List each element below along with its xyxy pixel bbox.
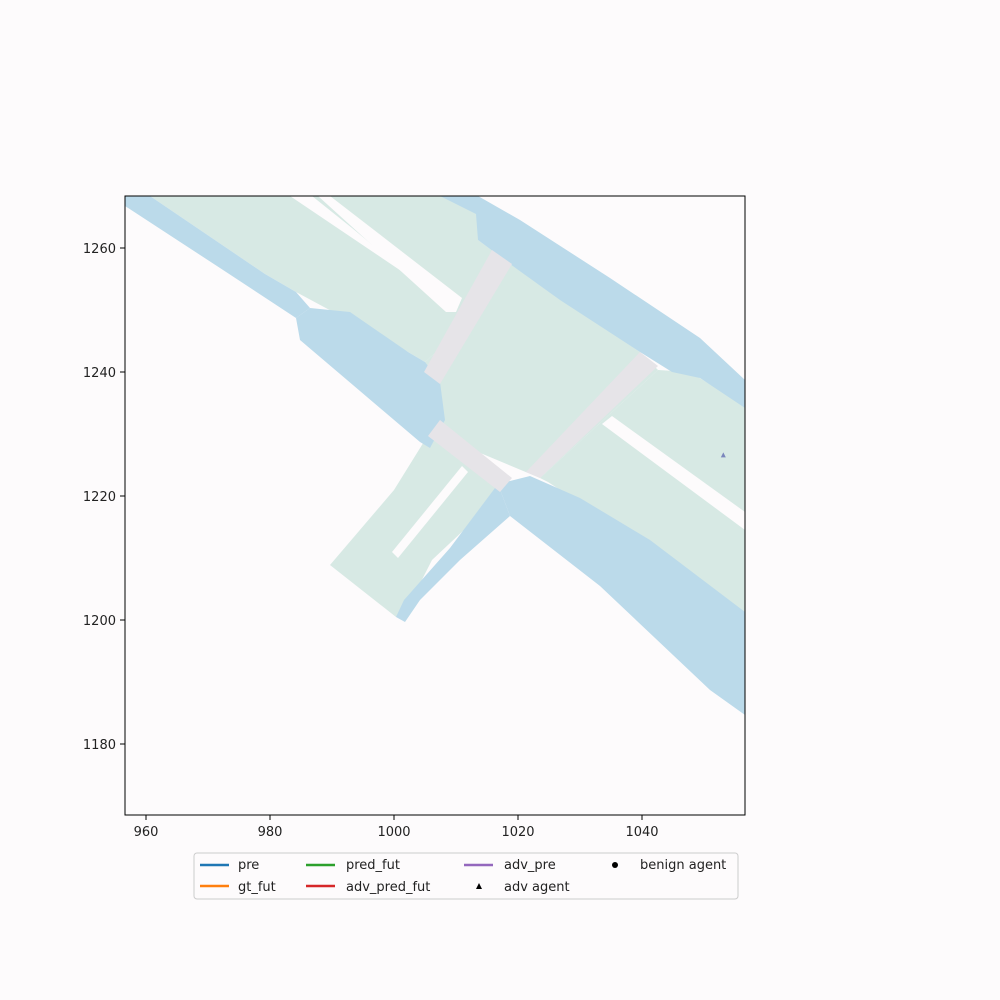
sidewalk-upper-left-edge xyxy=(125,196,310,318)
x-tick-label: 980 xyxy=(258,825,283,840)
median-gap-lower xyxy=(392,466,468,558)
legend-label-adv-pred-fut: adv_pred_fut xyxy=(346,880,430,895)
legend-adv-agent-marker xyxy=(476,883,482,889)
crosswalk-south xyxy=(526,352,658,478)
y-tick-label: 1200 xyxy=(83,614,116,629)
legend-label-gt-fut: gt_fut xyxy=(238,880,276,895)
x-tick-label: 1040 xyxy=(625,825,658,840)
drivable-intersection xyxy=(425,264,658,478)
legend-benign-agent-marker xyxy=(612,862,618,868)
median-gap-upper xyxy=(318,196,462,312)
y-tick-label: 1240 xyxy=(83,366,116,381)
x-tick-label: 1020 xyxy=(501,825,534,840)
drivable-road-right xyxy=(540,370,745,620)
median-gap-right xyxy=(602,416,745,530)
x-axis: 960 980 1000 1020 1040 xyxy=(134,815,659,840)
legend-label-benign-agent: benign agent xyxy=(640,858,726,873)
x-tick-label: 960 xyxy=(134,825,159,840)
legend-label-pre: pre xyxy=(238,858,259,873)
map-layers xyxy=(125,196,745,715)
crosswalk-west xyxy=(428,420,512,492)
legend-label-adv-pre: adv_pre xyxy=(504,858,556,873)
y-axis: 1180 1200 1220 1240 1260 xyxy=(83,242,125,753)
y-tick-label: 1180 xyxy=(83,738,116,753)
drivable-road-upper-left xyxy=(150,196,462,362)
y-tick-label: 1220 xyxy=(83,490,116,505)
crosswalk-north xyxy=(424,250,512,384)
plot-frame xyxy=(124,195,746,816)
x-tick-label: 1000 xyxy=(377,825,410,840)
sidewalk-lower-left-edge xyxy=(396,484,510,622)
sidewalk-corner-left xyxy=(296,308,445,448)
map-plot-area: 960 980 1000 1020 1040 1180 1200 1220 12… xyxy=(83,195,746,840)
sidewalk-lower-right xyxy=(498,476,745,715)
legend: pre gt_fut pred_fut adv_pred_fut adv_pre… xyxy=(193,852,739,900)
legend-label-adv-agent: adv agent xyxy=(504,880,570,895)
adv-agent-marker xyxy=(720,452,726,458)
sidewalk-upper-right-edge xyxy=(440,196,745,408)
legend-label-pred-fut: pred_fut xyxy=(346,858,400,873)
y-tick-label: 1260 xyxy=(83,242,116,257)
